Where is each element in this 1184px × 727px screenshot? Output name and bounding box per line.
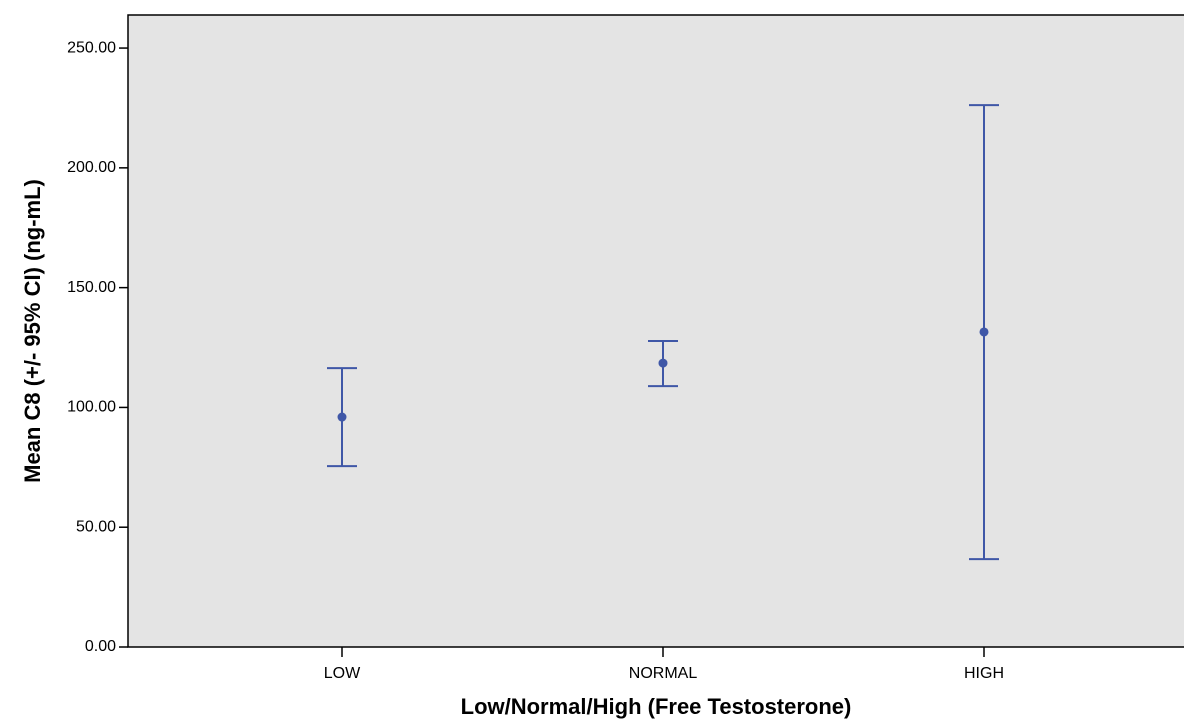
x-tick-label: HIGH [964, 665, 1004, 682]
y-tick-label: 100.00 [67, 399, 116, 416]
mean-point [337, 412, 347, 422]
mean-point [979, 327, 989, 337]
y-tick-label: 250.00 [67, 39, 116, 56]
x-tick-label: NORMAL [629, 665, 698, 682]
x-axis-label: Low/Normal/High (Free Testosterone) [461, 694, 852, 719]
y-tick-label: 0.00 [85, 638, 116, 655]
mean-point [658, 358, 668, 368]
y-tick-label: 50.00 [76, 518, 116, 535]
y-tick-label: 200.00 [67, 159, 116, 176]
y-axis-label: Mean C8 (+/- 95% CI) (ng-mL) [20, 179, 45, 483]
x-tick-label: LOW [324, 665, 361, 682]
y-tick-label: 150.00 [67, 279, 116, 296]
plot-area [127, 14, 1184, 648]
